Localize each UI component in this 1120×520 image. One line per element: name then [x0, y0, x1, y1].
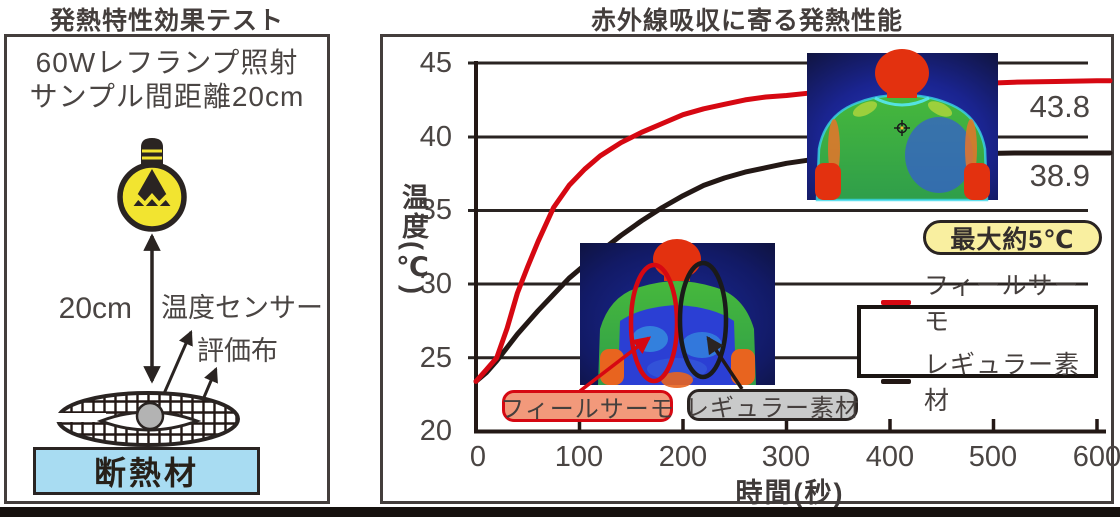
- distance-label: 20cm: [58, 292, 132, 325]
- y-tick-45: 45: [419, 47, 452, 79]
- y-tick-20: 20: [419, 415, 452, 447]
- legend-item-feelthermo: フィールサーモ: [881, 266, 1094, 338]
- condition-line-2: サンプル間距離20cm: [29, 81, 305, 112]
- insulation-label: 断熱材: [93, 455, 199, 491]
- regular-callout-label: レギュラー素材: [685, 394, 860, 422]
- legend-label-feelthermo: フィールサーモ: [924, 272, 1080, 336]
- sensor-label: 温度センサー: [161, 293, 323, 323]
- x-tick-300: 300: [761, 441, 811, 473]
- condition-line-1: 60Wレフランプ照射: [35, 47, 299, 78]
- cloth-label: 評価布: [197, 336, 278, 366]
- left-panel-title: 発熱特性効果テスト: [49, 7, 284, 35]
- y-axis-title: 温度(℃): [398, 183, 428, 296]
- x-tick-200: 200: [658, 441, 708, 473]
- y-tick-35: 35: [419, 194, 452, 226]
- legend-label-regular: レギュラー素材: [924, 351, 1081, 415]
- x-axis-title: 時間(秒): [735, 478, 845, 508]
- x-tick-100: 100: [554, 441, 604, 473]
- feelthermo-callout-chip: フィールサーモ: [500, 390, 675, 423]
- right-panel-title: 赤外線吸収に寄る発熱性能: [590, 7, 903, 35]
- y-tick-25: 25: [419, 342, 452, 374]
- y-tick-30: 30: [419, 268, 452, 300]
- max-diff-badge: 最大約5℃: [923, 220, 1102, 255]
- chart-legend: フィールサーモ レギュラー素材: [857, 272, 1098, 415]
- x-tick-400: 400: [865, 441, 915, 473]
- legend-item-regular: レギュラー素材: [881, 345, 1094, 417]
- x-tick-500: 500: [968, 441, 1018, 473]
- regular-line-swatch: [881, 378, 911, 384]
- regular-end-value: 38.9: [1029, 158, 1090, 193]
- y-tick-40: 40: [419, 121, 452, 153]
- bottom-rule: [0, 507, 1120, 517]
- feelthermo-callout-label: フィールサーモ: [500, 395, 675, 423]
- insulation-box: 断熱材: [33, 447, 260, 495]
- x-tick-0: 0: [469, 441, 487, 473]
- x-tick-600: 600: [1072, 441, 1120, 473]
- regular-callout-chip: レギュラー素材: [685, 389, 860, 422]
- max-diff-badge-label: 最大約5℃: [950, 225, 1075, 254]
- feelthermo-end-value: 43.8: [1029, 89, 1090, 124]
- feelthermo-line-swatch: [881, 299, 911, 305]
